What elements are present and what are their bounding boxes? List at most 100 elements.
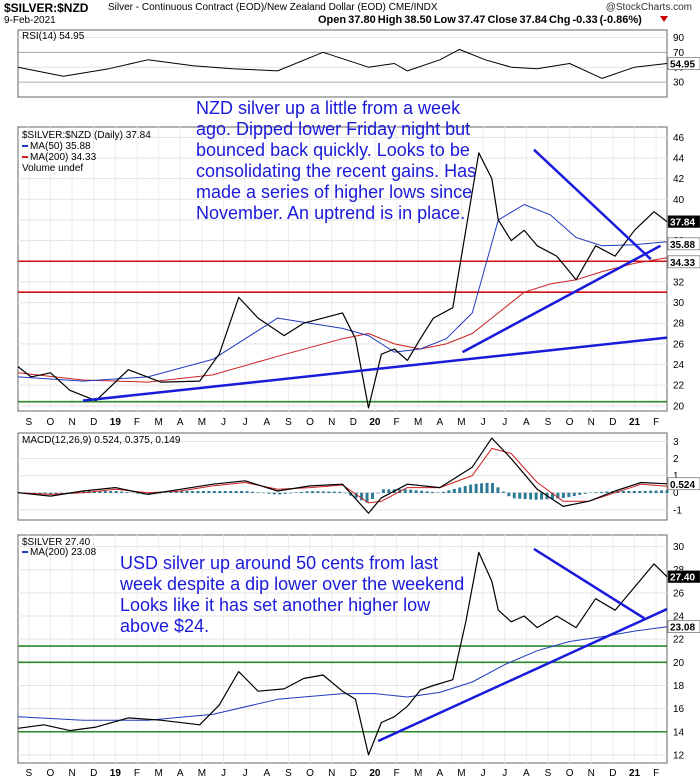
x-tick-label: O bbox=[306, 768, 314, 779]
y-tick-label: 24 bbox=[673, 360, 685, 371]
x-tick-label: N bbox=[68, 417, 75, 428]
x-tick-label: M bbox=[457, 417, 465, 428]
x-tick-label: J bbox=[502, 417, 507, 428]
x-tick-label: M bbox=[414, 417, 422, 428]
macd-histogram-bar bbox=[234, 491, 238, 494]
macd-title: MACD(12,26,9) 0.524, 0.375, 0.149 bbox=[22, 435, 181, 446]
macd-histogram-bar bbox=[583, 492, 587, 494]
x-tick-label: 19 bbox=[110, 768, 122, 779]
macd-histogram-bar bbox=[523, 492, 527, 500]
macd-histogram-bar bbox=[463, 486, 467, 494]
y-tick-label: 30 bbox=[673, 298, 685, 309]
x-tick-label: N bbox=[328, 768, 335, 779]
y-tick-label: 26 bbox=[673, 339, 685, 350]
macd-histogram-bar bbox=[660, 490, 664, 494]
x-tick-label: D bbox=[350, 417, 357, 428]
macd-histogram-bar bbox=[120, 491, 124, 494]
y-tick-label: 22 bbox=[673, 381, 685, 392]
nzd-last-value-box bbox=[667, 215, 700, 228]
macd-histogram-bar bbox=[496, 487, 500, 494]
macd-histogram-bar bbox=[365, 492, 369, 503]
x-tick-label: A bbox=[437, 768, 444, 779]
macd-histogram-bar bbox=[92, 491, 96, 494]
x-tick-label: A bbox=[177, 768, 184, 779]
nzd-legend-ma200: MA(200) 34.33 bbox=[30, 152, 97, 163]
macd-histogram-bar bbox=[240, 491, 244, 494]
macd-histogram-bar bbox=[420, 490, 424, 494]
macd-histogram-bar bbox=[436, 492, 440, 494]
x-tick-label: O bbox=[306, 417, 314, 428]
falling-trendline bbox=[533, 148, 652, 261]
x-tick-label: F bbox=[134, 417, 140, 428]
x-tick-label: O bbox=[566, 417, 574, 428]
x-tick-label: N bbox=[328, 417, 335, 428]
x-tick-label: 21 bbox=[629, 768, 641, 779]
x-tick-label: D bbox=[90, 768, 97, 779]
macd-histogram-bar bbox=[414, 490, 418, 494]
y-tick-label: 0 bbox=[673, 488, 679, 499]
macd-histogram-bar bbox=[191, 491, 195, 494]
y-tick-label: 2 bbox=[673, 454, 679, 465]
x-tick-label: M bbox=[154, 768, 162, 779]
stockcharts-credit[interactable]: @StockCharts.com bbox=[605, 2, 692, 13]
macd-histogram-bar bbox=[267, 492, 271, 494]
x-tick-label: O bbox=[47, 417, 55, 428]
y-tick-label: 12 bbox=[673, 750, 685, 761]
nzd-last-value: 37.84 bbox=[670, 218, 695, 229]
nzd-ma50-value: 35.88 bbox=[670, 240, 695, 251]
y-tick-label: 24 bbox=[673, 612, 685, 623]
macd-histogram-bar bbox=[578, 492, 582, 495]
usd-ma200-value: 23.08 bbox=[670, 623, 695, 634]
usd-rising-trendline bbox=[377, 607, 668, 743]
x-tick-label: N bbox=[68, 768, 75, 779]
macd-histogram-bar bbox=[403, 489, 407, 494]
macd-histogram-bar bbox=[338, 491, 342, 494]
macd-histogram-bar bbox=[261, 492, 265, 494]
macd-histogram-bar bbox=[169, 492, 173, 494]
macd-histogram-bar bbox=[567, 492, 571, 498]
macd-histogram-bar bbox=[245, 491, 249, 494]
y-tick-label: 42 bbox=[673, 174, 685, 185]
x-tick-label: S bbox=[285, 417, 292, 428]
usd-price-line bbox=[17, 551, 668, 756]
macd-histogram-bar bbox=[256, 492, 260, 494]
macd-histogram-bar bbox=[98, 491, 102, 494]
macd-histogram-bar bbox=[81, 491, 85, 494]
x-tick-label: F bbox=[394, 768, 400, 779]
macd-histogram-bar bbox=[370, 492, 374, 499]
macd-histogram-bar bbox=[458, 487, 462, 494]
macd-histogram-bar bbox=[490, 483, 494, 494]
chg-down-icon bbox=[660, 16, 668, 22]
x-tick-label: A bbox=[263, 417, 270, 428]
y-tick-label: 18 bbox=[673, 681, 685, 692]
y-tick-label: 44 bbox=[673, 153, 685, 164]
x-tick-label: J bbox=[481, 768, 486, 779]
y-tick-label: 70 bbox=[673, 48, 685, 59]
y-tick-label: 46 bbox=[673, 133, 685, 144]
macd-histogram-bar bbox=[425, 491, 429, 494]
nzd-ma200-value-box bbox=[667, 255, 700, 269]
macd-histogram-bar bbox=[218, 491, 222, 494]
macd-histogram-bar bbox=[283, 492, 287, 494]
macd-value-label-box bbox=[667, 477, 700, 491]
macd-histogram-bar bbox=[49, 492, 53, 495]
x-tick-label: M bbox=[414, 768, 422, 779]
usd-annotation: USD silver up around 50 cents from last … bbox=[120, 553, 465, 636]
macd-histogram-bar bbox=[103, 491, 107, 494]
x-tick-label: D bbox=[609, 417, 616, 428]
macd-histogram-bar bbox=[311, 491, 315, 494]
y-tick-label: 14 bbox=[673, 727, 685, 738]
y-tick-label: 16 bbox=[673, 704, 685, 715]
macd-histogram-bar bbox=[316, 491, 320, 494]
x-tick-label: J bbox=[243, 768, 248, 779]
x-tick-label: D bbox=[90, 417, 97, 428]
chart-description: Silver - Continuous Contract (EOD)/New Z… bbox=[108, 2, 438, 13]
macd-histogram-bar bbox=[550, 492, 554, 499]
x-tick-label: 19 bbox=[110, 417, 122, 428]
macd-histogram-bar bbox=[289, 492, 293, 494]
y-tick-label: 20 bbox=[673, 658, 685, 669]
x-tick-label: S bbox=[545, 768, 552, 779]
macd-histogram-bar bbox=[54, 492, 58, 495]
ma200-line bbox=[17, 257, 668, 383]
x-tick-label: M bbox=[198, 768, 206, 779]
